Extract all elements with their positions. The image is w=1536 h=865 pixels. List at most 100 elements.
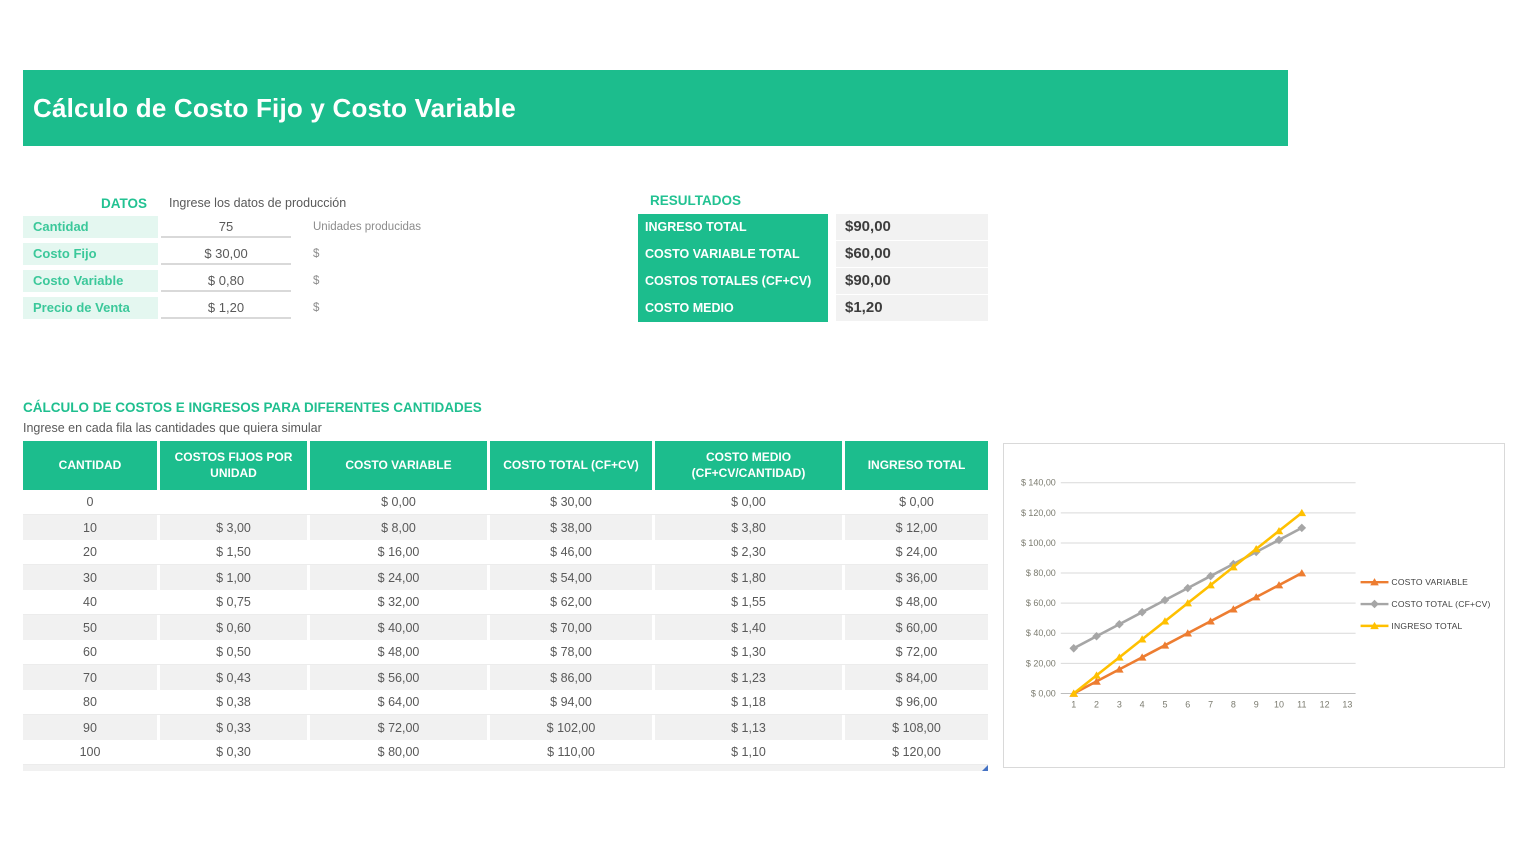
value-cell: $ 110,00	[490, 740, 655, 764]
input-note: $	[313, 275, 320, 287]
value-cell: $ 84,00	[895, 670, 938, 685]
y-axis-tick-label: $ 140,00	[1021, 478, 1056, 488]
result-row: INGRESO TOTAL $90,00	[638, 214, 988, 241]
x-axis-tick-label: 7	[1208, 699, 1213, 709]
data-point-marker	[1274, 526, 1284, 535]
legend-label: INGRESO TOTAL	[1391, 621, 1462, 631]
spill-corner-marker	[982, 765, 988, 771]
value-cell: $ 86,00	[490, 665, 655, 690]
table-row: 100 $ 0,30 $ 80,00 $ 110,00 $ 1,10 $ 120,00	[23, 740, 988, 765]
value-cell: $ 16,00	[310, 540, 490, 564]
result-row: COSTO VARIABLE TOTAL $60,00	[638, 241, 988, 268]
value-cell: $ 1,18	[655, 690, 845, 714]
quantity-cell[interactable]: 50	[23, 615, 160, 640]
data-point-marker	[1115, 665, 1124, 673]
table-row: 10 $ 3,00 $ 8,00 $ 38,00 $ 3,80 $ 12,00	[23, 515, 988, 540]
value-cell: $ 54,00	[490, 565, 655, 590]
quantity-cell[interactable]: 60	[23, 640, 160, 664]
datos-header: DATOS Ingrese los datos de producción	[23, 193, 346, 213]
value-cell: $ 1,40	[655, 615, 845, 640]
value-cell: $ 46,00	[490, 540, 655, 564]
input-value-cell[interactable]: $ 0,80	[161, 270, 291, 292]
x-axis-tick-label: 8	[1231, 699, 1236, 709]
value-cell: $ 0,30	[160, 740, 310, 764]
data-point-marker	[1206, 581, 1215, 589]
table-row: 40 $ 0,75 $ 32,00 $ 62,00 $ 1,55 $ 48,00	[23, 590, 988, 615]
data-point-marker	[1160, 617, 1170, 625]
table-header-cell: CANTIDAD	[23, 441, 160, 490]
simulation-table: CANTIDAD COSTOS FIJOS POR UNIDAD COSTO VAR…	[23, 441, 988, 771]
value-cell: $ 12,00	[895, 520, 938, 535]
value-cell: $ 120,00	[892, 745, 941, 759]
quantity-cell[interactable]: 70	[23, 665, 160, 690]
input-value-cell[interactable]: 75	[161, 216, 291, 238]
table-row: 50 $ 0,60 $ 40,00 $ 70,00 $ 1,40 $ 60,00	[23, 615, 988, 640]
input-value-cell[interactable]: $ 1,20	[161, 297, 291, 319]
table-header-row: CANTIDAD COSTOS FIJOS POR UNIDAD COSTO VAR…	[23, 441, 988, 490]
table-header-cell: COSTO MEDIO (CF+CV/CANTIDAD)	[655, 441, 845, 490]
costs-chart-svg: $ 140,00 $ 120,00 $ 100,00 $ 80,00 $ 60,00 $ …	[1021, 478, 1490, 710]
quantity-cell[interactable]: 100	[23, 740, 160, 764]
table-row: 80 $ 0,38 $ 64,00 $ 94,00 $ 1,18 $ 96,00	[23, 690, 988, 715]
quantity-cell[interactable]: 30	[23, 565, 160, 590]
value-cell: $ 24,00	[895, 545, 938, 559]
quantity-cell[interactable]: 80	[23, 690, 160, 714]
value-cell: $ 60,00	[895, 620, 938, 635]
title-banner: Cálculo de Costo Fijo y Costo Variable	[23, 70, 1288, 146]
data-point-marker	[1251, 593, 1261, 601]
input-note: $	[313, 248, 320, 260]
value-cell: $ 0,00	[899, 495, 934, 509]
value-cell: $ 2,30	[655, 540, 845, 564]
data-point-marker	[1137, 607, 1147, 617]
data-point-marker	[1069, 689, 1079, 697]
value-cell: $ 0,50	[160, 640, 310, 664]
x-axis-tick-label: 6	[1185, 699, 1190, 709]
data-point-marker	[1297, 508, 1307, 517]
quantity-cell[interactable]: 90	[23, 715, 160, 740]
y-axis-tick-label: $ 20,00	[1026, 658, 1056, 668]
value-cell: $ 48,00	[895, 595, 938, 609]
data-point-marker	[1297, 569, 1307, 577]
table-row: 20 $ 1,50 $ 16,00 $ 46,00 $ 2,30 $ 24,00	[23, 540, 988, 565]
value-cell: $ 1,13	[655, 715, 845, 740]
table-row: 0 $ 0,00 $ 30,00 $ 0,00 $ 0,00	[23, 490, 988, 515]
data-point-marker	[1115, 619, 1124, 629]
table-header-cell: COSTO TOTAL (CF+CV)	[490, 441, 655, 490]
value-cell: $ 36,00	[895, 570, 938, 585]
value-cell: $ 3,00	[160, 515, 310, 540]
value-cell: $ 62,00	[490, 590, 655, 614]
value-cell: $ 0,00	[310, 490, 490, 514]
datos-section-title: DATOS	[100, 195, 147, 211]
quantity-cell[interactable]: 10	[23, 515, 160, 540]
y-axis-tick-label: $ 80,00	[1026, 568, 1056, 578]
quantity-cell[interactable]: 20	[23, 540, 160, 564]
quantity-cell[interactable]: 40	[23, 590, 160, 614]
datos-row: Cantidad 75 Unidades producidas	[23, 216, 421, 238]
input-note: $	[313, 302, 320, 314]
value-cell: $ 3,80	[655, 515, 845, 540]
quantity-cell[interactable]: 0	[23, 490, 160, 514]
value-cell: $ 1,10	[655, 740, 845, 764]
data-point-marker	[1274, 535, 1284, 545]
x-axis-tick-label: 12	[1320, 699, 1330, 709]
data-point-marker	[1274, 581, 1284, 589]
x-axis-tick-label: 1	[1071, 699, 1076, 709]
value-cell: $ 8,00	[310, 515, 490, 540]
x-axis-tick-label: 13	[1342, 699, 1352, 709]
value-cell: $ 94,00	[490, 690, 655, 714]
result-value: $90,00	[836, 268, 988, 295]
result-label: COSTOS TOTALES (CF+CV)	[638, 268, 828, 295]
datos-row: Precio de Venta $ 1,20 $	[23, 297, 421, 319]
value-cell: $ 1,55	[655, 590, 845, 614]
data-point-marker	[1370, 578, 1379, 586]
value-cell: $ 80,00	[310, 740, 490, 764]
data-point-marker	[1137, 635, 1147, 643]
value-cell: $ 72,00	[310, 715, 490, 740]
input-value-cell[interactable]: $ 30,00	[161, 243, 291, 265]
simulation-table-title: CÁLCULO DE COSTOS E INGRESOS PARA DIFERE…	[23, 400, 482, 415]
x-axis-tick-label: 4	[1140, 699, 1145, 709]
table-row: 60 $ 0,50 $ 48,00 $ 78,00 $ 1,30 $ 72,00	[23, 640, 988, 665]
input-label: Precio de Venta	[23, 297, 158, 319]
value-cell: $ 1,50	[160, 540, 310, 564]
costs-chart: $ 140,00 $ 120,00 $ 100,00 $ 80,00 $ 60,00 $ …	[1003, 443, 1505, 768]
